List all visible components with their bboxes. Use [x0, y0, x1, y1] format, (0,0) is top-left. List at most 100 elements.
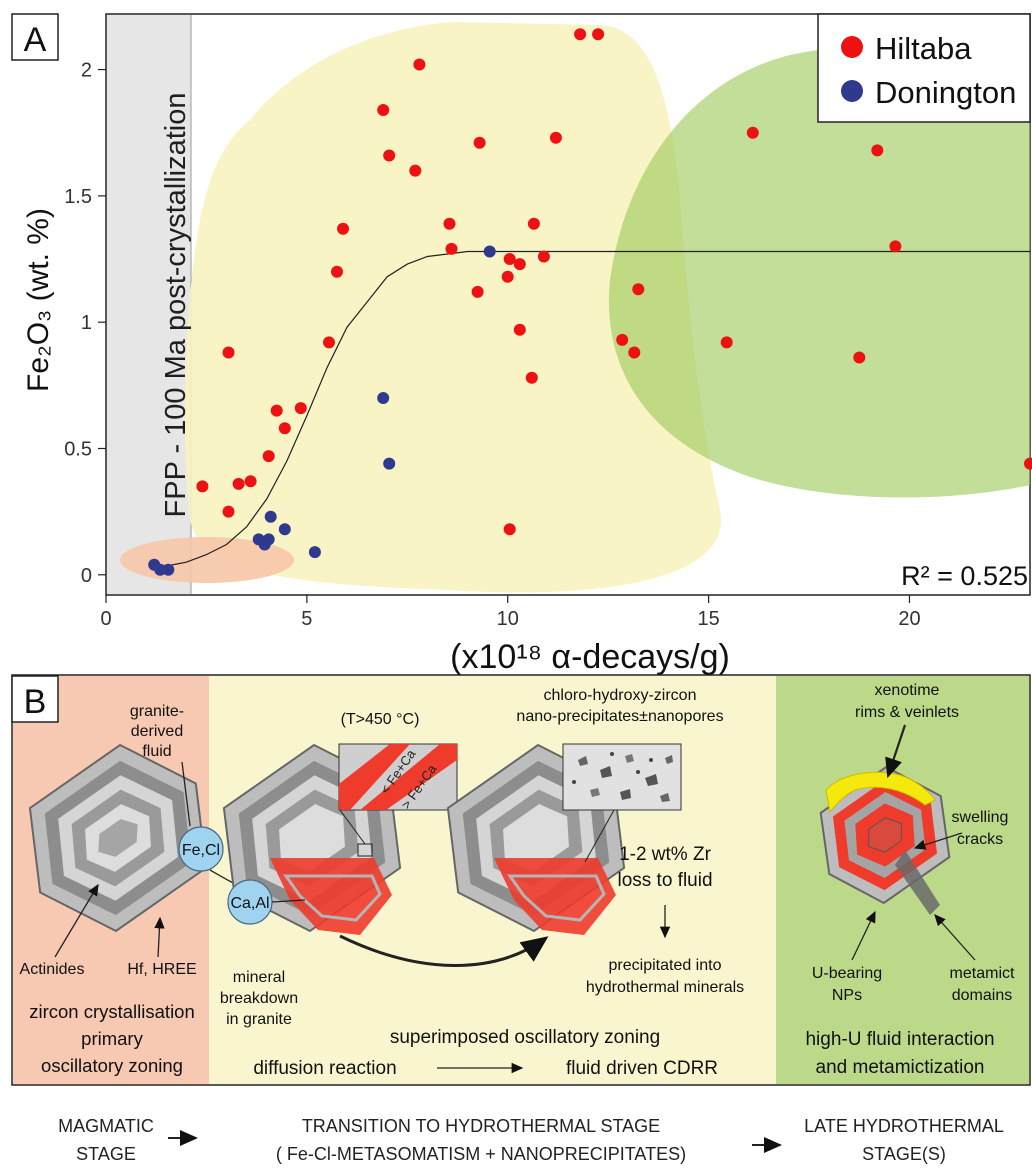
magmatic-caption-1: zircon crystallisation — [29, 1001, 195, 1022]
point-hiltaba — [853, 351, 866, 364]
point-donington — [258, 538, 271, 551]
point-hiltaba — [503, 523, 516, 536]
stage-footer: MAGMATIC STAGE TRANSITION TO HYDROTHERMA… — [58, 1116, 1004, 1164]
fecl-bubble — [178, 826, 224, 872]
mineral-label-3: in granite — [226, 1011, 292, 1028]
point-hiltaba — [501, 270, 514, 283]
x-axis-title: (x10¹⁸ α-decays/g) — [450, 638, 730, 676]
point-hiltaba — [413, 58, 426, 71]
stage-transition-2: ( Fe-Cl-METASOMATISM + NANOPRECIPITATES) — [276, 1144, 686, 1164]
r2-label: R² = 0.525 — [901, 561, 1028, 591]
legend-marker-donington — [841, 80, 863, 102]
point-hiltaba — [616, 333, 629, 346]
point-donington — [278, 523, 291, 536]
magmatic-caption-3: oscillatory zoning — [41, 1055, 183, 1076]
point-hiltaba — [337, 222, 349, 235]
metamict-label-1: metamict — [950, 965, 1015, 982]
point-hiltaba — [331, 265, 343, 278]
diffusion-inset: < Fe+Ca > Fe+Ca — [338, 743, 458, 812]
zircon-primary — [28, 743, 208, 933]
panel-a: 0 5 10 15 20 0 0.5 1 1.5 2 A FPP - 100 Ma post-cr… — [11, 13, 1032, 676]
point-hiltaba — [632, 283, 645, 296]
fluid-driven-label: fluid driven CDRR — [566, 1058, 718, 1079]
panel-b: B granite- derived fluid Fe,Cl Actinides… — [11, 674, 1031, 1086]
point-hiltaba — [443, 217, 456, 230]
point-hiltaba — [527, 217, 540, 230]
data-points — [148, 28, 1032, 576]
nano-label-2: nano-precipitates±nanopores — [516, 708, 723, 725]
point-hiltaba — [720, 336, 733, 349]
point-hiltaba — [628, 346, 641, 359]
actinides-label: Actinides — [20, 961, 85, 978]
late-caption-2: and metamictization — [816, 1057, 985, 1078]
point-hiltaba — [222, 346, 235, 359]
point-hiltaba — [513, 323, 526, 336]
point-hiltaba — [549, 131, 562, 144]
point-hiltaba — [574, 28, 587, 41]
zr-loss-2: loss to fluid — [617, 870, 712, 891]
point-donington — [308, 546, 321, 559]
xenotime-label-2: rims & veinlets — [855, 704, 959, 721]
point-hiltaba — [1024, 457, 1032, 470]
point-hiltaba — [592, 28, 605, 41]
region-transition — [184, 22, 722, 593]
point-hiltaba — [222, 505, 235, 518]
post-crystallization-label: FPP - 100 Ma post-crystallization — [160, 93, 192, 518]
superimposed-label: superimposed oscillatory zoning — [390, 1027, 660, 1048]
axes: 0 5 10 15 20 0 0.5 1 1.5 2 — [64, 60, 920, 630]
point-hiltaba — [889, 240, 902, 253]
point-donington — [377, 392, 390, 404]
point-hiltaba — [537, 250, 550, 263]
mineral-label-1: mineral — [233, 969, 285, 986]
point-hiltaba — [294, 402, 307, 415]
swelling-label-2: cracks — [957, 831, 1003, 848]
trend-curve — [150, 250, 1030, 568]
nanoprecipitate-inset — [562, 743, 682, 811]
mineral-label-2: breakdown — [220, 990, 298, 1007]
point-hiltaba — [513, 258, 526, 271]
point-hiltaba — [270, 404, 283, 417]
post-crystallization-band — [107, 15, 191, 594]
stage-late-1: LATE HYDROTHERMAL — [804, 1116, 1004, 1136]
panel-a-label: A — [24, 21, 47, 59]
swelling-label-1: swelling — [952, 809, 1009, 826]
precip-2: hydrothermal minerals — [586, 979, 744, 996]
x-tick-label: 10 — [497, 608, 519, 630]
u-bearing-label-2: NPs — [832, 987, 862, 1004]
magmatic-caption-2: primary — [81, 1028, 143, 1049]
y-tick-label: 1 — [81, 312, 92, 334]
point-donington — [383, 457, 396, 470]
point-hiltaba — [377, 104, 390, 116]
point-hiltaba — [445, 242, 458, 255]
point-hiltaba — [471, 285, 484, 298]
fecl-label: Fe,Cl — [182, 842, 220, 859]
point-hiltaba — [262, 450, 275, 463]
metamict-label-2: domains — [952, 987, 1012, 1004]
nano-label-1: chloro-hydroxy-zircon — [544, 687, 697, 704]
y-tick-label: 2 — [81, 60, 92, 82]
caal-label: Ca,Al — [230, 895, 269, 912]
x-tick-label: 5 — [301, 608, 312, 630]
granite-fluid-label-3: fluid — [142, 743, 171, 760]
temperature-label: (T>450 °C) — [341, 711, 420, 728]
legend: Hiltaba Donington — [817, 13, 1031, 123]
point-hiltaba — [232, 477, 245, 490]
stage-late-2: STAGE(S) — [862, 1144, 946, 1164]
legend-marker-hiltaba — [841, 36, 863, 58]
y-tick-label: 0 — [81, 565, 92, 587]
point-hiltaba — [196, 480, 209, 493]
xenotime-rim — [825, 771, 936, 814]
point-donington — [483, 245, 496, 258]
y-axis-title: Fe₂O₃ (wt. %) — [22, 208, 55, 392]
x-tick-label: 0 — [100, 608, 111, 630]
point-hiltaba — [503, 253, 516, 265]
point-hiltaba — [244, 475, 257, 488]
x-tick-label: 20 — [898, 608, 920, 630]
x-tick-label: 15 — [697, 608, 719, 630]
diffusion-label: diffusion reaction — [253, 1058, 396, 1079]
late-caption-1: high-U fluid interaction — [805, 1029, 994, 1050]
granite-fluid-label-1: granite- — [130, 703, 184, 720]
stage-transition-1: TRANSITION TO HYDROTHERMAL STAGE — [302, 1116, 660, 1136]
y-tick-label: 0.5 — [64, 438, 92, 460]
